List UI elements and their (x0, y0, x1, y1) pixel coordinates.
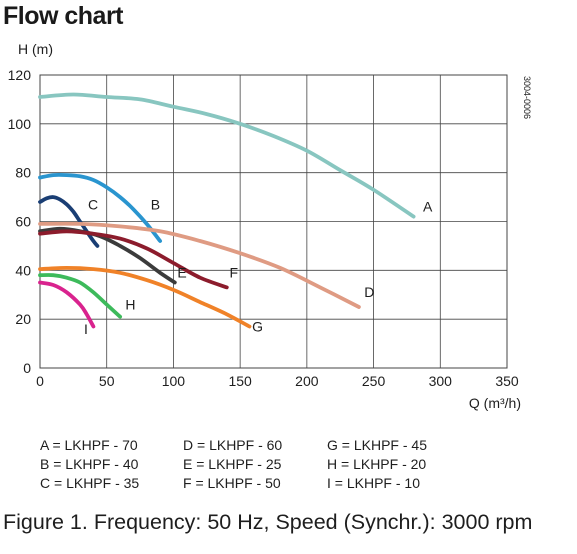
x-tick-label: 350 (495, 373, 519, 389)
chart-grid (39, 74, 508, 369)
flow-chart: 0 50 100 150 200 250 300 350 0 20 40 60 80 100 120 A B C… (8, 41, 532, 411)
series-labels: A B C D E F G H I (84, 196, 433, 337)
legend-entry: I = LKHPF - 10 (327, 475, 420, 491)
series-line-b (38, 172, 162, 243)
legend-entry: H = LKHPF - 20 (327, 456, 427, 472)
series-label-i: I (84, 321, 88, 337)
series-line-c (38, 195, 100, 248)
legend-entry: C = LKHPF - 35 (40, 475, 140, 491)
legend-entry: A = LKHPF - 70 (40, 437, 138, 453)
legend-entry: B = LKHPF - 40 (40, 456, 139, 472)
chart-code: 3004-0006 (522, 76, 532, 119)
series-line-i (38, 280, 96, 329)
x-tick-label: 200 (295, 373, 319, 389)
legend-entry: F = LKHPF - 50 (183, 475, 281, 491)
series-label-c: C (88, 196, 98, 212)
series-label-d: D (364, 284, 374, 300)
x-axis-label: Q (m³/h) (469, 395, 521, 411)
x-tick-label: 0 (36, 373, 44, 389)
legend-column-3: G = LKHPF - 45 H = LKHPF - 20 I = LKHPF … (327, 436, 427, 493)
series-label-b: B (151, 196, 160, 212)
legend-column-2: D = LKHPF - 60 E = LKHPF - 25 F = LKHPF … (183, 436, 282, 493)
series-label-f: F (229, 265, 238, 281)
figure-caption: Figure 1. Frequency: 50 Hz, Speed (Synch… (3, 510, 533, 534)
y-tick-label: 20 (15, 311, 31, 327)
legend-entry: E = LKHPF - 25 (183, 456, 282, 472)
x-tick-label: 300 (429, 373, 453, 389)
y-axis-label: H (m) (18, 41, 53, 57)
x-tick-label: 50 (99, 373, 115, 389)
chart-ticks: 0 50 100 150 200 250 300 350 0 20 40 60 80 100 120 (8, 67, 519, 389)
y-tick-label: 80 (15, 165, 31, 181)
series-line-f (38, 229, 229, 290)
series-line-h (38, 273, 122, 319)
series-line-e (38, 226, 177, 285)
legend-entry: G = LKHPF - 45 (327, 437, 427, 453)
series-label-h: H (125, 296, 135, 312)
y-tick-label: 60 (15, 214, 31, 230)
y-tick-label: 120 (8, 67, 32, 83)
chart-title: Flow chart (3, 2, 124, 30)
series-label-a: A (423, 199, 433, 215)
legend-column-1: A = LKHPF - 70 B = LKHPF - 40 C = LKHPF … (40, 436, 139, 493)
y-tick-label: 0 (23, 360, 31, 376)
series-line-g (38, 266, 252, 329)
series-line-a (38, 92, 416, 219)
x-tick-label: 250 (362, 373, 386, 389)
x-tick-label: 150 (228, 373, 252, 389)
legend-entry: D = LKHPF - 60 (183, 437, 283, 453)
y-tick-label: 100 (8, 116, 32, 132)
chart-curves (38, 92, 416, 329)
y-tick-label: 40 (15, 262, 31, 278)
series-label-g: G (252, 318, 263, 334)
series-label-e: E (177, 265, 186, 281)
series-line-d (38, 221, 361, 309)
x-tick-label: 100 (162, 373, 186, 389)
